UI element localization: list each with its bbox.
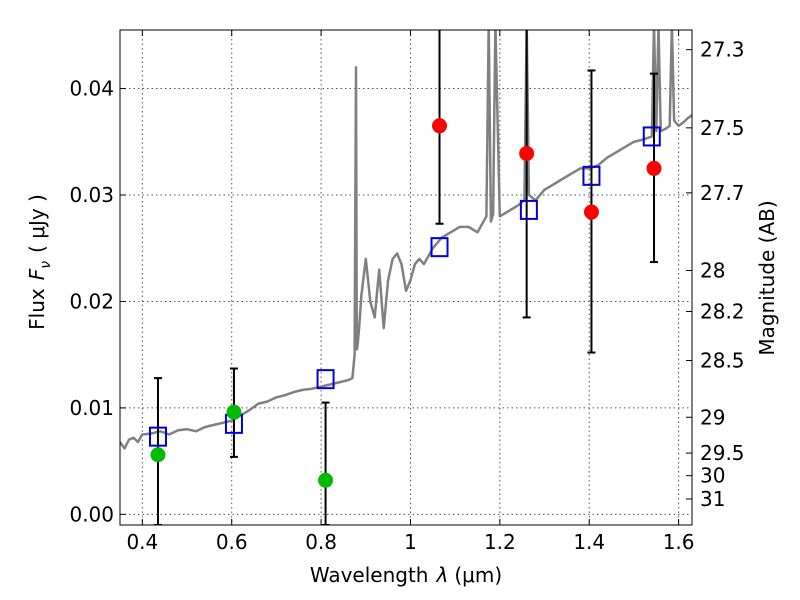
axis-layer: 0.4 0.6 0.8 1 1.2 1.4 1.6 0.00 0.01 0.02 0.03 0.04 2… bbox=[69, 30, 745, 554]
y2-tick-label: 28.5 bbox=[700, 348, 745, 372]
y-tick-label: 0.01 bbox=[69, 396, 114, 420]
model-photometry-square bbox=[642, 126, 661, 147]
detection-point bbox=[646, 160, 662, 176]
detection-point bbox=[583, 204, 599, 220]
grid-layer bbox=[120, 30, 692, 525]
detection-point bbox=[432, 118, 448, 134]
y2-tick-label: 29 bbox=[700, 405, 725, 429]
model-photometry-square bbox=[430, 237, 449, 258]
non-detection-point bbox=[226, 404, 242, 420]
model-photometry-square bbox=[316, 369, 335, 390]
x-tick-label: 0.4 bbox=[126, 530, 158, 554]
y2-tick-label: 31 bbox=[700, 487, 725, 511]
x-axis-label: Wavelength λ (μm) bbox=[310, 563, 502, 587]
y2-tick-label: 27.7 bbox=[700, 181, 745, 205]
x-tick-label: 1 bbox=[404, 530, 417, 554]
model-photometry-square bbox=[519, 199, 538, 220]
y-axis-label: FluxFν( μJy ) bbox=[25, 194, 54, 330]
errorbar-layer bbox=[153, 30, 659, 525]
x-tick-label: 1.6 bbox=[663, 530, 695, 554]
model-photometry-square bbox=[582, 165, 601, 186]
y2-axis-label: Magnitude (AB) bbox=[755, 200, 779, 355]
plot-frame bbox=[119, 29, 693, 526]
y-tick-label: 0.03 bbox=[69, 183, 114, 207]
x-tick-label: 1.2 bbox=[484, 530, 516, 554]
x-tick-label: 1.4 bbox=[573, 530, 605, 554]
y2-tick-label: 27.5 bbox=[700, 116, 745, 140]
y-tick-label: 0.04 bbox=[69, 77, 114, 101]
y2-tick-label: 28.2 bbox=[700, 300, 745, 324]
y-tick-label: 0.00 bbox=[69, 502, 114, 526]
y2-tick-label: 30 bbox=[700, 464, 725, 488]
non-detection-point bbox=[150, 447, 166, 463]
y-tick-label: 0.02 bbox=[69, 289, 114, 313]
non-detection-point bbox=[318, 472, 334, 488]
x-tick-label: 0.6 bbox=[216, 530, 248, 554]
y2-tick-label: 29.5 bbox=[700, 441, 745, 465]
photometry-layer bbox=[150, 118, 662, 488]
y2-tick-label: 27.3 bbox=[700, 38, 745, 62]
y2-tick-label: 28 bbox=[700, 258, 725, 282]
model-photometry-square bbox=[148, 426, 167, 447]
x-tick-label: 0.8 bbox=[305, 530, 337, 554]
detection-point bbox=[519, 145, 535, 161]
